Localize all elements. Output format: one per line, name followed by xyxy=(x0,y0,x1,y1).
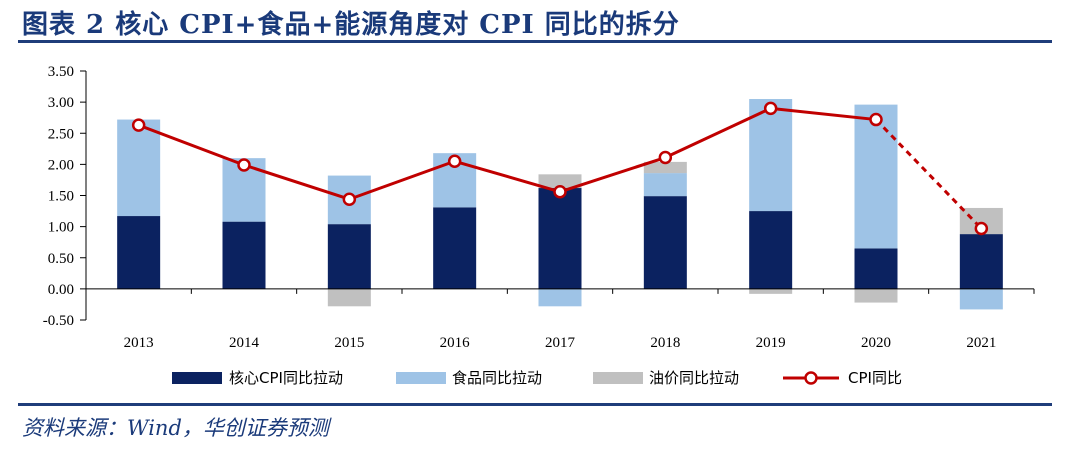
x-axis: 2013 2014 2015 2016 2017 2018 2019 2020 2021 xyxy=(124,335,997,351)
y-tick-label: 2.00 xyxy=(48,157,74,173)
x-tick-label: 2021 xyxy=(966,335,996,351)
bar-food xyxy=(643,173,687,197)
chart: 3.50 3.00 2.50 2.00 1.50 1.00 0.50 0.00 -0.50 20… xyxy=(43,64,1035,387)
figure-title: 图表 2 核心 CPI+食品+能源角度对 CPI 同比的拆分 xyxy=(22,10,680,40)
legend-oil-swatch xyxy=(593,372,643,384)
y-tick-label: 1.50 xyxy=(48,189,74,205)
bar-oil xyxy=(538,174,582,189)
y-tick-label: 1.00 xyxy=(48,220,74,236)
cpi-point xyxy=(342,192,357,206)
x-tick-label: 2016 xyxy=(440,335,471,351)
cpi-line-segment xyxy=(664,106,772,159)
cpi-line-segment xyxy=(874,118,983,230)
legend-oil-label: 油价同比拉动 xyxy=(649,369,739,387)
cpi-line-segment xyxy=(138,123,245,167)
cpi-point xyxy=(131,118,146,132)
cpi-line xyxy=(131,101,989,236)
cpi-point xyxy=(974,221,989,236)
cpi-point xyxy=(869,112,883,127)
cpi-line-segment xyxy=(559,156,666,194)
bar-food xyxy=(538,288,582,307)
bar-core-cpi xyxy=(749,211,793,289)
legend-cpi-marker xyxy=(804,371,818,385)
bar-food xyxy=(959,288,1003,310)
x-tick-label: 2015 xyxy=(334,335,364,351)
cpi-point xyxy=(237,158,251,172)
bar-oil xyxy=(854,288,898,303)
cpi-line-segment xyxy=(348,159,456,201)
y-axis: 3.50 3.00 2.50 2.00 1.50 1.00 0.50 0.00 -0.50 xyxy=(43,64,86,329)
legend-core-cpi-label: 核心CPI同比拉动 xyxy=(229,369,343,387)
bar-core-cpi xyxy=(327,224,371,289)
bar-core-cpi xyxy=(117,216,161,289)
bar-oil xyxy=(749,288,793,294)
cpi-line-segment xyxy=(243,163,350,201)
bar-core-cpi xyxy=(643,196,687,289)
legend-core-cpi-swatch xyxy=(172,372,222,384)
cpi-line-segment xyxy=(454,159,561,194)
bar-core-cpi xyxy=(538,188,582,289)
bar-food xyxy=(854,104,898,249)
y-tick-label: -0.50 xyxy=(43,313,74,329)
y-tick-label: 2.50 xyxy=(48,126,74,142)
top-rule xyxy=(18,40,1052,43)
cpi-point xyxy=(553,185,567,199)
x-tick-label: 2020 xyxy=(861,335,891,351)
cpi-point xyxy=(447,154,462,169)
y-tick-label: 0.50 xyxy=(48,251,74,267)
x-tick-label: 2017 xyxy=(545,335,576,351)
y-tick-label: 3.00 xyxy=(48,95,74,111)
legend-food-label: 食品同比拉动 xyxy=(452,369,542,387)
axis-lines xyxy=(85,71,1035,320)
bar-core-cpi xyxy=(222,221,266,289)
cpi-point xyxy=(658,150,673,165)
y-tick-label: 3.50 xyxy=(48,64,74,80)
x-tick-label: 2019 xyxy=(756,335,786,351)
bar-food xyxy=(749,99,793,212)
cpi-line-segment xyxy=(770,106,877,122)
bar-core-cpi xyxy=(854,248,898,289)
bar-oil xyxy=(643,161,687,174)
legend-food-swatch xyxy=(396,372,446,384)
legend-cpi-label: CPI同比 xyxy=(848,369,902,387)
bars xyxy=(117,99,1003,310)
legend: 核心CPI同比拉动 食品同比拉动 油价同比拉动 CPI同比 xyxy=(172,369,902,387)
y-tick-label: 0.00 xyxy=(48,282,74,298)
bar-core-cpi xyxy=(959,234,1003,289)
x-tick-label: 2018 xyxy=(650,335,680,351)
x-tick-label: 2014 xyxy=(229,335,260,351)
bar-food xyxy=(117,119,161,217)
bar-oil xyxy=(327,288,371,307)
cpi-point xyxy=(763,101,778,116)
bar-core-cpi xyxy=(433,207,477,289)
source-note: 资料来源：Wind，华创证券预测 xyxy=(22,416,329,440)
bottom-rule xyxy=(18,403,1052,406)
x-tick-label: 2013 xyxy=(124,335,154,351)
